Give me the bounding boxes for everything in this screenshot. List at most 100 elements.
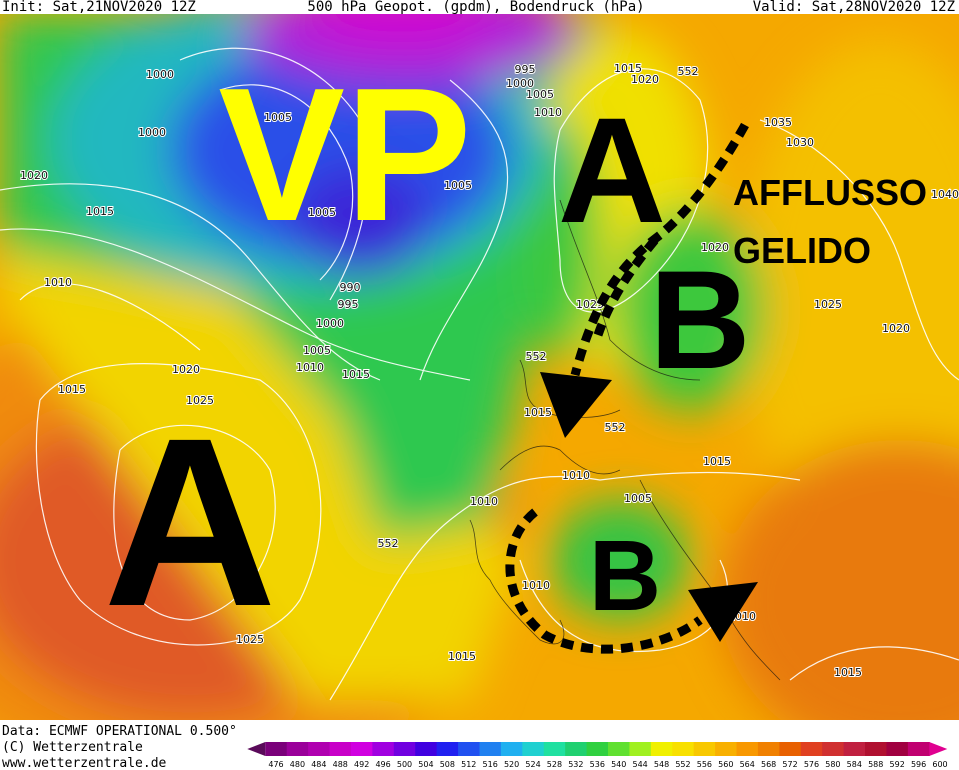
colorbar-tick-label: 504 <box>418 760 433 769</box>
annotation-text: GELIDO <box>733 230 871 271</box>
colorbar-tick-label: 476 <box>268 760 283 769</box>
colorbar-tick-label: 600 <box>932 760 947 769</box>
isobar-label: 1035 <box>764 116 792 129</box>
colorbar-swatch <box>458 742 480 756</box>
colorbar-end <box>247 742 266 756</box>
colorbar-tick-label: 588 <box>868 760 883 769</box>
low-pressure-label: B <box>649 241 750 398</box>
colorbar-swatch <box>800 742 823 756</box>
colorbar-swatch <box>500 742 523 756</box>
annotation-text: AFFLUSSO <box>733 172 927 213</box>
isobar-label: 1015 <box>703 455 731 468</box>
colorbar-tick-label: 576 <box>804 760 819 769</box>
isobar-label: 1010 <box>470 495 498 508</box>
colorbar-tick-label: 492 <box>354 760 369 769</box>
isobar-label: 1020 <box>882 322 910 335</box>
isobar-label: 1015 <box>524 406 552 419</box>
colorbar-swatch <box>265 742 288 756</box>
isobars <box>0 47 959 701</box>
isobar-label: 552 <box>678 65 699 78</box>
isobar-label: 1015 <box>342 368 370 381</box>
isobar-label: 1005 <box>526 88 554 101</box>
colorbar-swatch <box>436 742 459 756</box>
high-pressure-label: A <box>558 86 666 254</box>
isobar-label: 1015 <box>614 62 642 75</box>
colorbar-swatch <box>543 742 566 756</box>
isobar-label: 1020 <box>701 241 729 254</box>
colorbar-swatch <box>565 742 588 756</box>
colorbar-swatch <box>672 742 695 756</box>
isobar-label: 1010 <box>44 276 72 289</box>
colorbar-tick-label: 556 <box>697 760 712 769</box>
colorbar-swatch <box>757 742 780 756</box>
colorbar-tick-label: 508 <box>440 760 455 769</box>
colorbar-tick-label: 564 <box>740 760 755 769</box>
colorbar-swatch <box>715 742 738 756</box>
colorbar-tick-label: 548 <box>654 760 669 769</box>
data-source: Data: ECMWF OPERATIONAL 0.500° <box>2 724 237 739</box>
isobar-label: 1040 <box>931 188 959 201</box>
isobar-label: 995 <box>515 63 536 76</box>
copyright: (C) Wetterzentrale <box>2 740 143 755</box>
isobar-label: 990 <box>340 281 361 294</box>
colorbar-swatch <box>415 742 438 756</box>
colorbar-swatch <box>522 742 545 756</box>
isobar-label: 1025 <box>576 298 604 311</box>
isobar-label: 1000 <box>138 126 166 139</box>
isobar-label: 1000 <box>506 77 534 90</box>
colorbar-tick-label: 552 <box>675 760 690 769</box>
isobar-label: 1025 <box>236 633 264 646</box>
isobar-label: 552 <box>526 350 547 363</box>
colorbar-swatch <box>650 742 673 756</box>
valid-time: Valid: Sat,28NOV2020 12Z <box>753 0 955 15</box>
colorbar-swatch <box>286 742 309 756</box>
isobar-label: 552 <box>378 537 399 550</box>
colorbar-swatch <box>586 742 609 756</box>
colorbar-tick-label: 568 <box>761 760 776 769</box>
colorbar-tick-label: 540 <box>611 760 626 769</box>
colorbar-tick-label: 496 <box>375 760 390 769</box>
isobar-label: 1005 <box>264 111 292 124</box>
isobar-label: 1015 <box>448 650 476 663</box>
isobar-label: 1015 <box>86 205 114 218</box>
colorbar-swatch <box>779 742 802 756</box>
vortex-label: VP <box>218 49 471 261</box>
isobar-label: 1020 <box>20 169 48 182</box>
isobar-label: 1005 <box>303 344 331 357</box>
low-pressure-label: B <box>589 520 661 632</box>
arrow-head <box>688 582 758 642</box>
colorbar-tick-label: 520 <box>504 760 519 769</box>
init-time: Init: Sat,21NOV2020 12Z <box>2 0 196 15</box>
colorbar-tick-label: 484 <box>311 760 326 769</box>
high-pressure-label: A <box>103 388 276 656</box>
isobar-label: 1030 <box>786 136 814 149</box>
colorbar-tick-label: 584 <box>847 760 862 769</box>
colorbar-swatch <box>479 742 502 756</box>
isobar-label: 1020 <box>631 73 659 86</box>
colorbar-tick-label: 500 <box>397 760 412 769</box>
colorbar: 476 480 484 488 492 496 500 504 508 512 516 520 524 5… <box>247 742 948 769</box>
colorbar-tick-label: 572 <box>782 760 797 769</box>
colorbar-swatch <box>843 742 866 756</box>
website: www.wetterzentrale.de <box>2 756 167 770</box>
isobar-labels: 1000100010051020101510109951000100510101… <box>19 61 959 680</box>
isobar-label: 1010 <box>562 469 590 482</box>
isobar-label: 995 <box>338 298 359 311</box>
colorbar-tick-label: 532 <box>568 760 583 769</box>
colorbar-tick-label: 596 <box>911 760 926 769</box>
isobar-label: 1020 <box>172 363 200 376</box>
colorbar-swatch <box>822 742 845 756</box>
colorbar-tick-label: 512 <box>461 760 476 769</box>
colorbar-swatch <box>329 742 352 756</box>
colorbar-swatch <box>907 742 930 756</box>
isobar-label: 1005 <box>308 206 336 219</box>
colorbar-swatch <box>393 742 416 756</box>
isobar-label: 1010 <box>296 361 324 374</box>
colorbar-swatch <box>629 742 652 756</box>
isobar-label: 1000 <box>316 317 344 330</box>
colorbar-swatch <box>865 742 887 756</box>
colorbar-swatch <box>886 742 909 756</box>
isobar-label: 1000 <box>146 68 174 81</box>
